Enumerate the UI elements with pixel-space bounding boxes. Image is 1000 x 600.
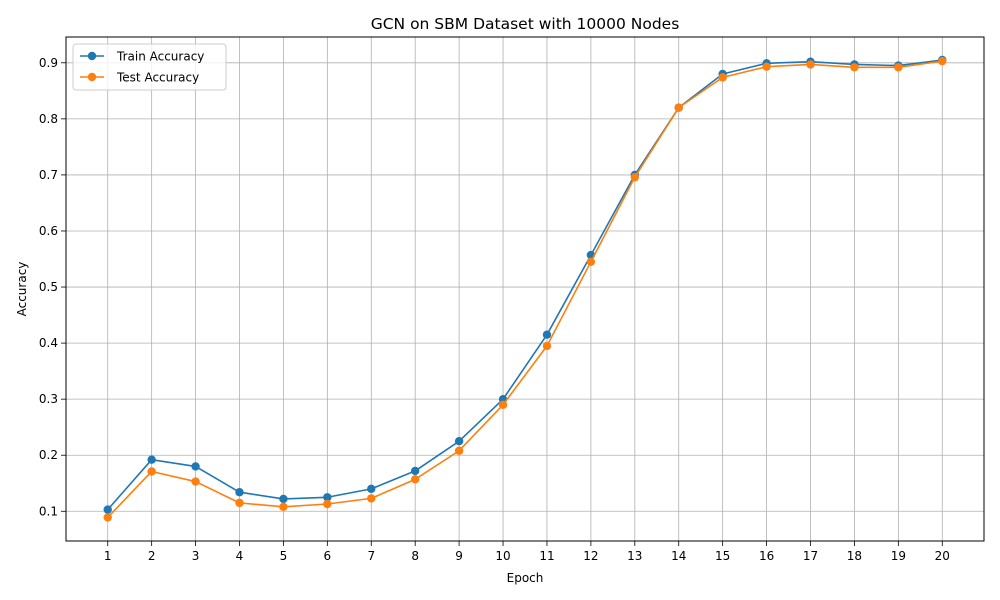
- y-tick-label: 0.7: [39, 168, 58, 182]
- test-accuracy-point: [938, 56, 947, 66]
- test-accuracy-point: [410, 475, 420, 484]
- train-accuracy-line: [107, 59, 943, 511]
- y-axis-title: Accuracy: [15, 262, 29, 317]
- test-accuracy-point: [762, 62, 771, 71]
- test-accuracy-point: [279, 502, 288, 512]
- x-tick-label: 19: [891, 549, 906, 563]
- y-tick-label: 0.4: [39, 336, 58, 350]
- x-tick-label: 10: [495, 549, 510, 563]
- chart-title: GCN on SBM Dataset with 10000 Nodes: [371, 15, 680, 33]
- test-accuracy-point: [367, 494, 376, 503]
- x-tick-label: 15: [715, 549, 730, 563]
- y-axis: 0.1 0.2 0.3 0.4 0.5 0.6 0.7 0.8 0.9: [39, 56, 66, 518]
- train-accuracy-point: [454, 437, 464, 446]
- x-tick-label: 18: [847, 549, 862, 563]
- test-accuracy-point: [674, 103, 683, 112]
- grid: [66, 37, 984, 541]
- test-accuracy-point: [542, 341, 552, 351]
- test-accuracy-point: [806, 60, 815, 69]
- train-accuracy-point: [191, 462, 200, 471]
- test-accuracy-point: [586, 257, 596, 267]
- plot-area-frame: [65, 36, 985, 542]
- x-tick-label: 9: [455, 549, 463, 563]
- x-tick-label: 2: [148, 549, 156, 563]
- test-accuracy-line: [107, 60, 943, 519]
- x-tick-label: 14: [671, 549, 686, 563]
- legend-test-accuracy-marker: [87, 72, 97, 82]
- legend-test-accuracy-label: Test Accuracy: [116, 71, 199, 85]
- legend-train-accuracy-label: Train Accuracy: [116, 50, 204, 64]
- train-accuracy-point: [103, 505, 112, 514]
- test-accuracy-point: [323, 499, 332, 509]
- x-tick-label: 3: [192, 549, 200, 563]
- x-axis: 1 2 3 4 5 6 7 8 9 10 11 12 13 14 15 16 17 18 19 20: [104, 541, 950, 563]
- x-tick-label: 8: [411, 549, 419, 563]
- y-tick-label: 0.1: [39, 504, 58, 518]
- x-tick-label: 7: [367, 549, 375, 563]
- series-group: [103, 55, 947, 522]
- y-tick-label: 0.5: [39, 280, 58, 294]
- test-accuracy-point: [235, 498, 244, 508]
- x-tick-label: 1: [104, 549, 112, 563]
- legend-train-accuracy-marker: [87, 51, 97, 61]
- y-tick-label: 0.2: [39, 448, 58, 462]
- test-accuracy-point: [630, 172, 640, 182]
- train-accuracy-point: [147, 455, 156, 464]
- x-tick-label: 12: [583, 549, 598, 563]
- train-accuracy-point: [235, 488, 244, 497]
- train-accuracy-point: [323, 493, 332, 502]
- y-tick-label: 0.8: [39, 112, 58, 126]
- x-axis-title: Epoch: [507, 571, 544, 585]
- train-accuracy-point: [367, 484, 376, 494]
- x-tick-label: 5: [280, 549, 288, 563]
- test-accuracy-point: [454, 446, 464, 455]
- test-accuracy-point: [498, 400, 508, 409]
- legend: Train Accuracy Test Accuracy: [72, 43, 227, 91]
- test-accuracy-point: [147, 467, 156, 476]
- x-tick-label: 4: [236, 549, 244, 563]
- test-accuracy-point: [718, 73, 727, 82]
- test-accuracy-point: [850, 63, 859, 72]
- x-tick-label: 20: [935, 549, 950, 563]
- train-accuracy-point: [279, 494, 288, 504]
- legend-box: [72, 43, 227, 91]
- y-tick-label: 0.6: [39, 224, 58, 238]
- train-accuracy-point: [542, 330, 552, 339]
- x-tick-label: 16: [759, 549, 774, 563]
- train-accuracy-point: [410, 466, 420, 476]
- test-accuracy-point: [191, 477, 200, 486]
- x-tick-label: 6: [324, 549, 332, 563]
- x-tick-label: 11: [539, 549, 554, 563]
- x-tick-label: 17: [803, 549, 818, 563]
- y-tick-label: 0.3: [39, 392, 58, 406]
- x-tick-label: 13: [627, 549, 642, 563]
- test-accuracy-point: [103, 513, 112, 522]
- test-accuracy-point: [894, 63, 903, 72]
- y-tick-label: 0.9: [39, 56, 58, 70]
